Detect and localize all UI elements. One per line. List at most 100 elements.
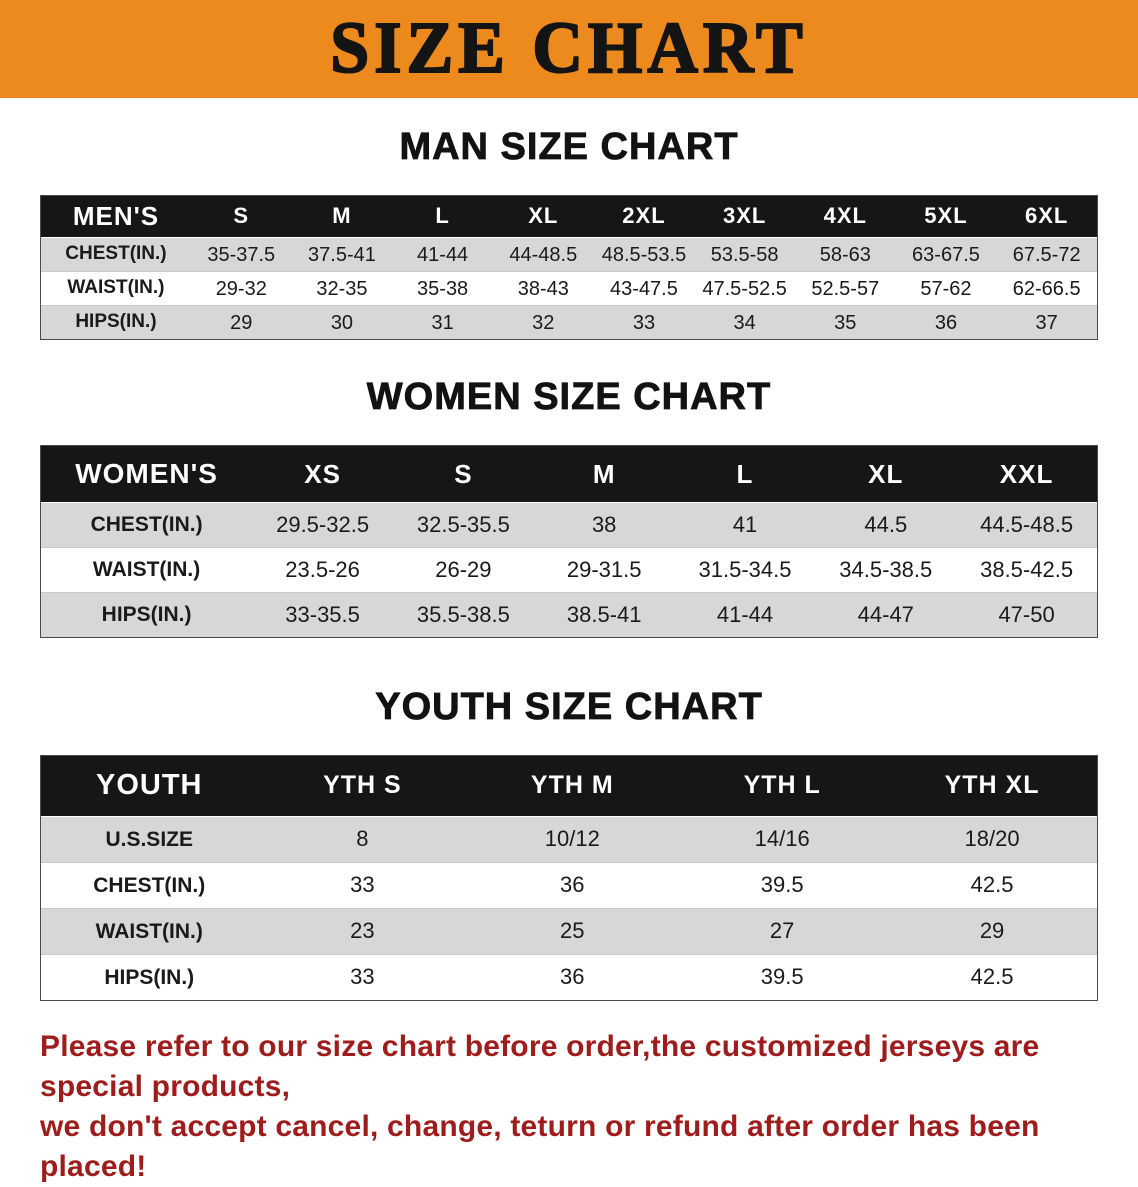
value-cell: 32.5-35.5 [416, 511, 510, 537]
value-cell: 35 [834, 311, 857, 334]
value-cell: 35.5-38.5 [416, 601, 510, 627]
value-cell: 30 [330, 311, 354, 334]
value-cell: 43-47.5 [610, 277, 678, 300]
size-header-cell: M [592, 458, 616, 489]
value-cell: 33 [632, 311, 656, 334]
table-row: CHEST(IN.) 33 36 39.5 42.5 [41, 862, 1097, 908]
size-header-cell: M [332, 203, 352, 229]
value-cell: 25 [560, 918, 585, 944]
value-cell: 52.5-57 [811, 277, 880, 300]
value-cell: 18/20 [964, 826, 1020, 852]
table-row: WAIST(IN.) 29-32 32-35 35-38 38-43 43-47.5 47.… [41, 271, 1097, 305]
size-header-cell: 6XL [1024, 203, 1069, 229]
value-cell: 33 [350, 872, 375, 898]
footer-disclaimer-line-2: we don't accept cancel, change, teturn o… [40, 1109, 1040, 1183]
value-cell: 34 [733, 311, 756, 334]
value-cell: 38-43 [517, 277, 569, 300]
value-cell: 29-31.5 [566, 556, 642, 582]
women-size-table: WOMEN'S XS S M L XL XXL CHEST(IN.) 29.5-32.5 32.5… [40, 445, 1098, 638]
value-cell: 44.5 [864, 511, 908, 537]
table-row: CHEST(IN.) 35-37.5 37.5-41 41-44 44-48.5 48.5… [41, 237, 1097, 271]
table-row: HIPS(IN.) 29 30 31 32 33 34 35 36 37 [41, 305, 1097, 339]
table-row: HIPS(IN.) 33 36 39.5 42.5 [41, 954, 1097, 1000]
size-header-cell: XXL [999, 458, 1054, 489]
table-header-row: MEN'S S M L XL 2XL 3XL 4XL 5XL 6XL [41, 196, 1097, 237]
value-cell: 31.5-34.5 [698, 556, 792, 582]
size-header-cell: 4XL [823, 203, 867, 229]
value-cell: 37 [1035, 311, 1058, 334]
value-cell: 35-37.5 [207, 243, 276, 266]
table-header-row: WOMEN'S XS S M L XL XXL [41, 446, 1097, 502]
size-header-cell: XL [868, 458, 904, 489]
value-cell: 29 [230, 311, 253, 334]
value-cell: 39.5 [760, 872, 804, 898]
value-cell: 33 [350, 964, 375, 990]
value-cell: 44-48.5 [509, 243, 578, 266]
youth-section-heading: YOUTH SIZE CHART [375, 686, 763, 729]
table-row: U.S.SIZE 8 10/12 14/16 18/20 [41, 816, 1097, 862]
section-youth: YOUTH SIZE CHART YOUTH YTH S YTH M YTH L YTH… [0, 686, 1138, 1001]
size-header-cell: XL [528, 203, 559, 229]
value-cell: 42.5 [970, 964, 1014, 990]
row-label-cell: U.S.SIZE [105, 827, 193, 851]
row-label-cell: HIPS(IN.) [75, 311, 157, 333]
value-cell: 53.5-58 [710, 243, 779, 266]
section-women: WOMEN SIZE CHART WOMEN'S XS S M L XL XXL CHEST(… [0, 376, 1138, 638]
value-cell: 29 [979, 918, 1005, 944]
row-label-cell: WAIST(IN.) [92, 558, 201, 582]
table-row: WAIST(IN.) 23 25 27 29 [41, 908, 1097, 954]
table-header-row: YOUTH YTH S YTH M YTH L YTH XL [41, 756, 1097, 816]
value-cell: 23.5-26 [285, 556, 360, 582]
men-size-table: MEN'S S M L XL 2XL 3XL 4XL 5XL 6XL CHEST(IN.) 35-37… [40, 195, 1098, 340]
row-label-cell: WAIST(IN.) [67, 277, 165, 299]
row-label-cell: WAIST(IN.) [95, 919, 203, 943]
row-label-cell: CHEST(IN.) [65, 243, 167, 265]
size-header-cell: L [736, 458, 754, 489]
size-header-cell: 3XL [722, 203, 767, 229]
value-cell: 27 [769, 918, 795, 944]
value-cell: 48.5-53.5 [601, 243, 687, 266]
value-cell: 32-35 [316, 277, 368, 300]
value-cell: 34.5-38.5 [839, 556, 933, 582]
row-label-cell: CHEST(IN.) [90, 513, 203, 537]
value-cell: 38.5-42.5 [980, 556, 1074, 582]
value-cell: 57-62 [920, 277, 972, 300]
table-title-cell: MEN'S [72, 201, 160, 232]
value-cell: 58-63 [819, 243, 871, 266]
men-section-heading: MAN SIZE CHART [399, 126, 739, 169]
value-cell: 44-47 [857, 601, 914, 627]
row-label-cell: HIPS(IN.) [104, 965, 195, 989]
footer-disclaimer-line-1: Please refer to our size chart before or… [40, 1030, 1040, 1103]
value-cell: 37.5-41 [308, 243, 376, 266]
value-cell: 38.5-41 [566, 601, 642, 627]
value-cell: 36 [934, 311, 958, 334]
value-cell: 39.5 [760, 964, 804, 990]
size-header-cell: S [233, 203, 250, 229]
value-cell: 36 [560, 872, 585, 898]
value-cell: 8 [356, 826, 369, 852]
size-header-cell: YTH L [743, 771, 821, 800]
size-header-cell: YTH M [530, 771, 614, 800]
value-cell: 42.5 [970, 872, 1014, 898]
value-cell: 36 [560, 964, 585, 990]
value-cell: 35-38 [417, 277, 469, 300]
banner: SIZE CHART [0, 0, 1138, 98]
row-label-cell: HIPS(IN.) [101, 603, 192, 627]
value-cell: 67.5-72 [1012, 243, 1081, 266]
row-label-cell: CHEST(IN.) [93, 873, 206, 897]
footer-disclaimer: Please refer to our size chart before or… [40, 1027, 1100, 1187]
size-header-cell: S [454, 458, 473, 489]
size-header-cell: L [435, 203, 450, 229]
size-header-cell: YTH S [323, 771, 402, 800]
value-cell: 62-66.5 [1012, 277, 1081, 300]
banner-title: SIZE CHART [329, 8, 808, 89]
table-row: HIPS(IN.) 33-35.5 35.5-38.5 38.5-41 41-44 44-… [41, 592, 1097, 637]
section-men: MAN SIZE CHART MEN'S S M L XL 2XL 3XL 4XL 5XL 6XL… [0, 126, 1138, 340]
value-cell: 29-32 [215, 277, 267, 300]
size-header-cell: 5XL [924, 203, 968, 229]
value-cell: 31 [431, 311, 454, 334]
value-cell: 10/12 [544, 826, 600, 852]
size-header-cell: YTH XL [944, 771, 1040, 800]
women-section-heading: WOMEN SIZE CHART [366, 376, 772, 419]
value-cell: 63-67.5 [912, 243, 980, 266]
